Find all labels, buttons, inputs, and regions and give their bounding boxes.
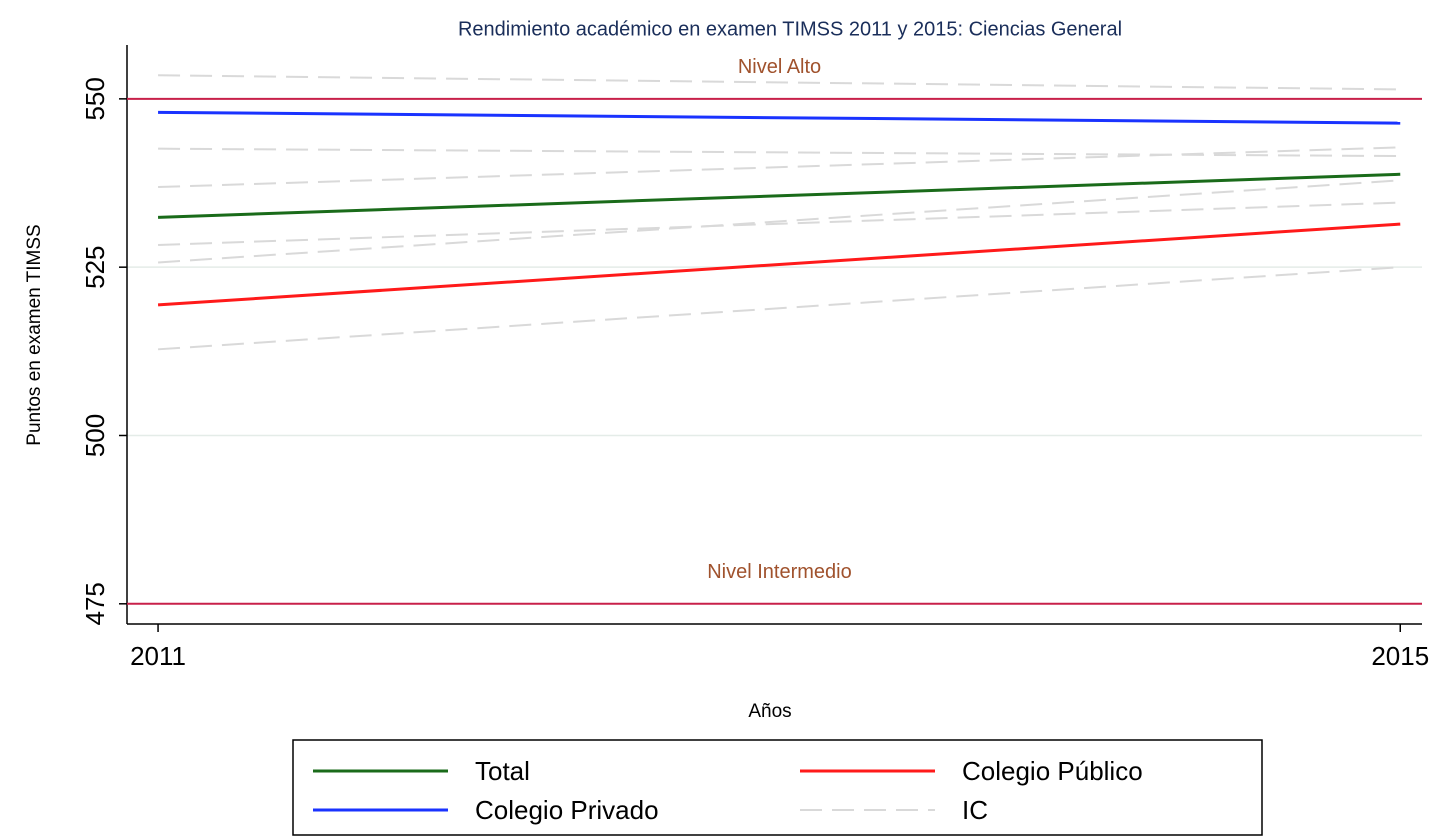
y-tick-label: 525 (80, 245, 110, 288)
x-tick-label: 2015 (1371, 641, 1429, 671)
series-line (158, 110, 1401, 125)
x-axis-label: Años (748, 701, 791, 722)
legend-box (292, 739, 1263, 836)
y-tick-label: 550 (80, 77, 110, 120)
ci-line (158, 201, 1401, 246)
y-tick-label: 475 (80, 582, 110, 625)
x-tick-label: 2011 (130, 641, 186, 671)
ci-line (157, 266, 1401, 351)
reference-label: Nivel Intermedio (707, 561, 852, 583)
ci-line (157, 179, 1401, 264)
legend-label: IC (962, 795, 988, 825)
reference-label: Nivel Alto (738, 56, 821, 78)
legend-label: Total (475, 756, 530, 786)
series-line (158, 172, 1401, 219)
legend-label: Colegio Privado (475, 795, 659, 825)
y-tick-label: 500 (80, 414, 110, 457)
ci-line (158, 74, 1401, 91)
chart-title: Rendimiento académico en examen TIMSS 20… (458, 18, 1122, 40)
legend-label: Colegio Público (962, 756, 1143, 786)
y-axis-label: Puntos en examen TIMSS (24, 224, 45, 445)
ci-line (158, 146, 1401, 189)
series-line (157, 222, 1401, 307)
